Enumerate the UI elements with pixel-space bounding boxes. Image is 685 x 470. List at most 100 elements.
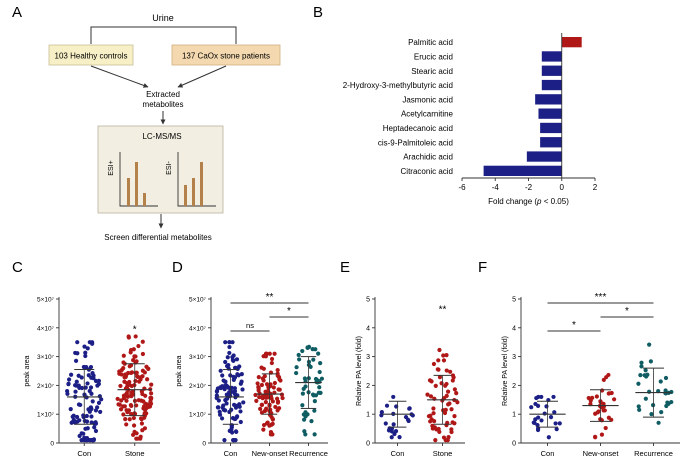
x-tick-label: Con [224,449,238,458]
data-point [238,409,243,414]
data-point [132,383,137,388]
data-point [119,372,124,377]
y-tick-label: 5 [366,297,370,304]
data-point [259,365,264,370]
data-point [74,379,79,384]
y-tick-label: 3×10⁷ [189,354,207,361]
data-point [276,387,281,392]
significance-label: * [287,306,291,317]
data-point [313,347,318,352]
data-point [125,394,130,399]
data-point [222,438,227,443]
y-tick-label: 2×10⁷ [189,383,207,390]
category-label-palmitic-acid: Palmitic acid [408,38,453,47]
data-point [142,415,147,420]
data-point [437,374,443,380]
urine-split-connector [90,26,237,44]
data-point [599,432,605,437]
panel-letter-a: A [12,4,22,21]
data-point [134,403,139,408]
data-point [389,435,394,440]
data-point [226,363,231,368]
controls-label: 103 Healthy controls [55,52,128,61]
controls-arrow [90,65,149,88]
esi-neg-peak [192,178,195,206]
category-label-stearic-acid: Stearic acid [411,67,453,76]
data-point [227,393,233,399]
bar-2-hydroxy-3-methylbutyric-acid [541,79,562,91]
data-point [269,356,275,362]
data-point [130,389,135,394]
data-point [593,411,598,416]
data-point [215,405,220,410]
data-point [311,393,316,398]
data-point [317,385,322,390]
data-point [139,421,145,426]
data-point [66,377,72,382]
data-point [131,347,136,352]
data-point [121,412,126,417]
data-point [270,416,275,422]
data-point [431,411,436,416]
data-point [649,412,654,417]
data-point [441,353,446,358]
data-point [271,385,276,390]
data-point [426,414,432,419]
data-point [214,388,220,394]
data-point [544,404,549,409]
data-point [231,438,236,443]
data-point [263,400,268,405]
panel-letter-d: D [172,259,183,276]
data-point [594,394,599,399]
data-point [393,428,399,434]
controls-box [48,44,134,66]
x-tick-label: -4 [492,183,500,192]
category-label-jasmonic-acid: Jasmonic acid [402,95,453,104]
data-point [231,353,236,358]
data-point [90,399,95,404]
urine-label: Urine [152,13,174,23]
data-point [294,365,299,370]
data-point [643,368,648,373]
esi-neg-peak [200,162,203,206]
data-point [93,428,99,434]
x-tick-label: -6 [458,183,466,192]
data-point [240,387,245,392]
y-tick-label: 1×10⁷ [189,412,207,419]
data-point [119,398,124,403]
data-point [300,403,305,408]
data-point [272,380,277,386]
data-point [294,370,299,376]
data-point [119,367,124,373]
data-point [238,419,243,425]
bar-palmitic-acid [561,37,582,48]
y-tick-label: 1 [512,412,516,419]
data-point [391,394,396,400]
significance-label: *** [595,292,607,303]
patients-arrow [177,65,227,88]
data-point [636,404,641,409]
data-point [91,376,96,381]
data-point [73,420,78,425]
data-point [128,370,134,376]
data-point [92,425,97,430]
data-point [301,417,307,422]
data-point [259,382,264,388]
data-point [270,421,275,426]
data-point [144,364,149,369]
data-point [306,359,312,364]
y-tick-label: 4×10⁷ [37,325,55,332]
data-point [132,354,137,359]
relative-pa-stone-chart: 0 1 2 3 4 5 Relative PA level (fold) Con Stone ** [356,297,465,458]
esi-neg-label: ESI- [166,161,173,175]
data-point [302,376,308,381]
data-point [232,365,238,371]
data-point [239,371,244,377]
data-point [444,393,449,398]
data-point [264,406,269,411]
data-point [650,403,656,408]
data-point [131,415,136,421]
category-label-cis-9-palmitoleic-acid: cis-9-Palmitoleic acid [378,138,453,147]
data-point [233,416,238,421]
